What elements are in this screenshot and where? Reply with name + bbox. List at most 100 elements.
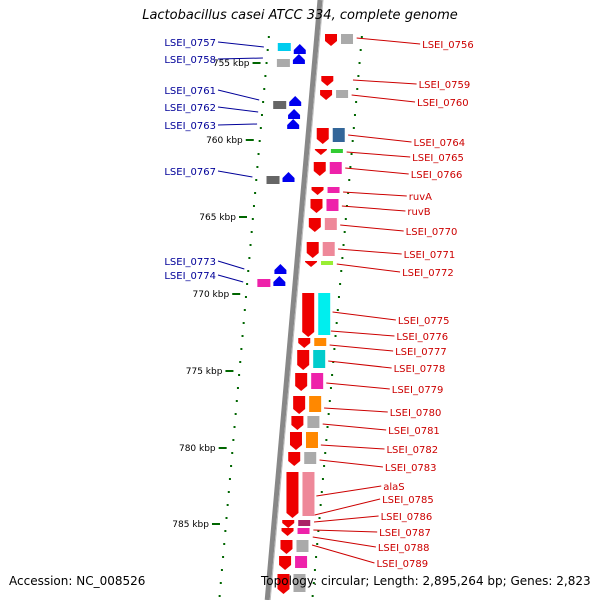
reverse-gene-block	[309, 396, 322, 412]
left-guide-dot	[231, 452, 234, 454]
right-guide-dot	[342, 244, 345, 246]
reverse-gene-block	[318, 293, 331, 335]
right-guide-dot	[323, 465, 326, 467]
genome-backbone	[264, 0, 323, 600]
left-guide-dot	[235, 400, 238, 402]
left-guide-dot	[250, 231, 253, 233]
forward-gene-block	[273, 101, 287, 109]
right-gene-label: LSEI_0766	[411, 170, 463, 181]
right-guide-dot	[311, 595, 314, 597]
right-guide-dot	[318, 517, 321, 519]
left-guide-dot	[246, 283, 249, 285]
right-gene-label: LSEI_0785	[382, 495, 434, 506]
forward-gene-arrow	[287, 119, 300, 129]
reverse-gene-arrow	[311, 187, 324, 195]
reverse-gene-arrow	[305, 261, 318, 267]
left-gene-leader	[217, 274, 244, 283]
left-gene-label: LSEI_0762	[164, 103, 216, 114]
right-gene-leader	[340, 224, 404, 232]
right-gene-leader	[329, 344, 394, 352]
right-gene-leader	[319, 459, 383, 468]
right-gene-label: ruvA	[409, 192, 432, 203]
reverse-gene-block	[314, 338, 327, 346]
right-guide-dot	[351, 140, 354, 142]
right-guide-dot	[333, 348, 336, 350]
forward-gene-block	[276, 59, 290, 67]
right-gene-label: LSEI_0760	[417, 98, 469, 109]
reverse-gene-block	[321, 261, 334, 265]
right-gene-label: LSEI_0771	[404, 250, 456, 261]
left-guide-dot	[251, 218, 254, 220]
right-gene-label: LSEI_0770	[406, 227, 458, 238]
right-guide-dot	[359, 49, 362, 51]
reverse-gene-block	[304, 452, 317, 464]
left-gene-leader	[217, 41, 264, 48]
right-gene-leader	[322, 423, 387, 431]
scale-tick-label: 765 kbp	[199, 213, 236, 223]
reverse-gene-arrow	[320, 90, 333, 100]
left-guide-dot	[266, 49, 269, 51]
reverse-gene-block	[298, 520, 311, 526]
scale-tick-label: 775 kbp	[186, 367, 223, 377]
reverse-gene-block	[329, 162, 342, 174]
right-gene-leader	[314, 515, 379, 523]
right-gene-label: LSEI_0778	[394, 364, 446, 375]
forward-gene-arrow	[289, 96, 302, 106]
reverse-gene-arrow	[313, 162, 326, 176]
right-guide-dot	[349, 166, 352, 168]
forward-gene-block	[277, 43, 291, 51]
left-guide-dot	[225, 517, 228, 519]
reverse-gene-arrow	[308, 218, 321, 232]
right-guide-dot	[336, 309, 339, 311]
right-guide-dot	[347, 192, 350, 194]
left-gene-label: LSEI_0763	[164, 121, 216, 132]
left-gene-leader	[217, 89, 260, 101]
reverse-gene-arrow	[306, 242, 319, 258]
left-guide-dot	[262, 101, 265, 103]
genome-title: Lactobacillus casei ATCC 334, complete g…	[142, 8, 458, 23]
right-guide-dot	[312, 582, 315, 584]
left-guide-dot	[239, 361, 242, 363]
right-guide-dot	[313, 569, 316, 571]
left-guide-dot	[234, 413, 237, 415]
forward-gene-arrow	[274, 264, 287, 274]
right-gene-label: LSEI_0764	[414, 138, 466, 149]
left-guide-dot	[238, 374, 241, 376]
reverse-gene-block	[327, 187, 340, 193]
reverse-gene-arrow	[281, 528, 294, 536]
scale-tick-label: 770 kbp	[193, 290, 230, 300]
scale-tick-label: 780 kbp	[179, 444, 216, 454]
forward-gene-block	[266, 176, 280, 184]
left-guide-dot	[219, 582, 222, 584]
right-guide-dot	[350, 153, 353, 155]
left-gene-label: LSEI_0761	[164, 86, 216, 97]
reverse-gene-arrow	[316, 128, 329, 144]
reverse-gene-block	[341, 34, 354, 44]
right-gene-label: LSEI_0780	[390, 408, 442, 419]
right-gene-leader	[324, 407, 388, 413]
reverse-gene-block	[302, 472, 315, 516]
right-guide-dot	[340, 270, 343, 272]
right-guide-dot	[325, 439, 328, 441]
accession-text: Accession: NC_008526	[9, 574, 146, 588]
right-gene-leader	[343, 191, 407, 197]
left-guide-dot	[242, 322, 245, 324]
left-guide-dot	[227, 491, 230, 493]
right-gene-leader	[336, 263, 401, 273]
right-gene-leader	[330, 330, 395, 337]
right-gene-label: LSEI_0786	[381, 512, 433, 523]
right-gene-leader	[338, 248, 402, 255]
right-gene-leader	[311, 544, 375, 564]
right-gene-label: LSEI_0788	[378, 543, 430, 554]
right-gene-label: LSEI_0775	[398, 316, 450, 327]
reverse-gene-block	[295, 556, 308, 568]
forward-gene-arrow	[273, 276, 286, 286]
right-guide-dot	[343, 231, 346, 233]
right-gene-label: alaS	[383, 482, 404, 493]
reverse-gene-arrow	[310, 199, 323, 213]
right-guide-dot	[324, 452, 327, 454]
right-gene-leader	[316, 485, 382, 497]
right-guide-dot	[335, 322, 338, 324]
reverse-gene-arrow	[282, 520, 295, 528]
